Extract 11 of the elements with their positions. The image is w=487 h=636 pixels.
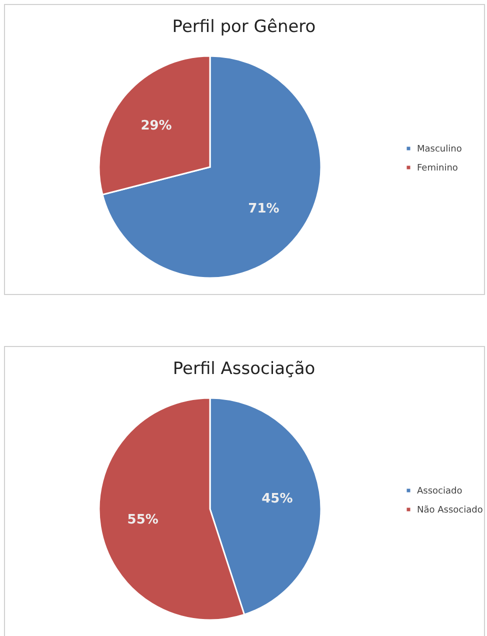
legend-label: Associado bbox=[417, 486, 463, 496]
legend-label: Não Associado bbox=[417, 506, 484, 516]
data-label: 71% bbox=[248, 202, 280, 217]
chart-title: Perfil Associação bbox=[172, 359, 316, 379]
pie-slice bbox=[102, 55, 322, 279]
legend-label: Feminino bbox=[417, 164, 458, 174]
legend-label: Masculino bbox=[417, 144, 462, 154]
data-label: 45% bbox=[262, 491, 293, 506]
data-label: 55% bbox=[127, 512, 158, 528]
chart-title: Perfil por Gênero bbox=[172, 17, 316, 37]
data-label: 29% bbox=[140, 118, 172, 134]
